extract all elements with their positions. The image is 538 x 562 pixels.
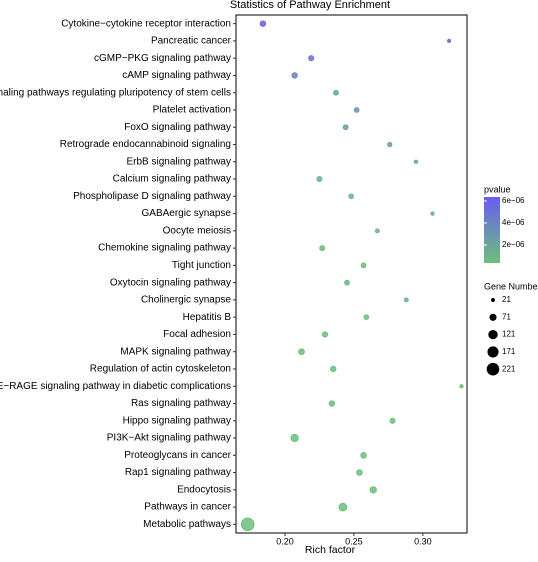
y-tick-label: Pathways in cancer [144,502,231,513]
point [259,20,267,27]
y-tick-label: Proteoglycans in cancer [124,450,231,461]
size-legend-label: 121 [502,330,516,339]
size-legend-point [487,346,499,358]
x-tick-label: 0.20 [276,536,294,546]
y-tick-label: PI3K−Akt signaling pathway [107,433,231,444]
size-legend-point [486,362,500,376]
point [360,262,367,269]
y-tick-label: ErbB signaling pathway [126,156,231,167]
y-tick-label: Oxytocin signaling pathway [110,277,231,288]
point [344,279,350,286]
y-tick-label: Ras signaling pathway [131,398,231,409]
y-tick-label: Cholinergic synapse [141,295,231,306]
y-tick-label: AGE−RAGE signaling pathway in diabetic c… [0,381,231,392]
point [342,124,349,131]
point [338,502,348,512]
chart-title: Statistics of Pathway Enrichment [230,0,390,11]
y-tick-label: Chemokine signaling pathway [98,243,231,254]
y-tick-label: Oocyte meiosis [163,225,231,236]
point [348,193,354,200]
point [363,314,370,320]
y-tick-label: cAMP signaling pathway [122,70,231,81]
y-tick-label: MAPK signaling pathway [120,346,231,357]
size-legend-point [488,329,498,340]
point [374,228,380,234]
size-legend-point [491,298,495,302]
y-tick-label: Retrograde endocannabinoid signaling [60,139,231,150]
point [447,38,452,43]
y-tick-label: Hippo signaling pathway [123,415,231,426]
y-tick-label: Calcium signaling pathway [113,174,231,185]
color-tick-label: 4e−06 [502,218,525,227]
size-legend-label: 21 [502,295,511,304]
point [290,433,299,443]
point [316,176,323,183]
point [430,211,435,216]
y-tick-label: FoxO signaling pathway [124,122,231,133]
y-tick-label: Focal adhesion [163,329,231,340]
point [328,400,336,407]
y-tick-label: Regulation of actin cytoskeleton [90,364,231,375]
point [387,141,393,148]
y-tick-label: Tight junction [172,260,231,271]
plot-frame [235,14,468,534]
color-bar [484,197,500,263]
y-tick-label: Hepatitis B [183,312,232,323]
point [291,72,298,79]
size-legend-label: 221 [502,364,516,373]
y-tick-label: cGMP−PKG signaling pathway [94,53,231,64]
size-legend-title: Gene Numbe [484,281,538,291]
point [319,245,326,252]
point [330,365,337,373]
y-tick-label: Phospholipase D signaling pathway [73,191,231,202]
point [403,297,409,303]
point [369,486,377,494]
point [459,384,464,389]
point [298,348,305,356]
size-legend-label: 171 [502,347,516,356]
color-tick-label: 6e−06 [502,196,525,205]
point [413,159,419,164]
y-tick-label: Pancreatic cancer [151,36,232,47]
y-tick-label: Cytokine−cytokine receptor interaction [61,18,231,29]
point [360,452,367,459]
y-tick-label: Metabolic pathways [143,519,231,530]
x-axis-label: Rich factor [305,544,356,556]
size-legend-label: 71 [502,312,511,321]
point [353,107,360,113]
color-tick-label: 2e−06 [502,240,525,249]
point [356,469,363,476]
point [308,55,315,62]
point [321,331,329,338]
x-tick-label: 0.30 [414,536,432,546]
point [240,517,255,532]
y-tick-label: Endocytosis [177,484,231,495]
y-tick-label: Signaling pathways regulating pluripoten… [0,87,231,98]
color-legend-title: pvalue [484,184,511,194]
x-tick-label: 0.25 [345,536,363,546]
point [333,89,339,96]
y-tick-label: Rap1 signaling pathway [125,467,231,478]
y-tick-label: Platelet activation [153,105,231,116]
size-legend-point [489,313,497,321]
y-tick-label: GABAergic synapse [142,208,232,219]
point [389,417,396,424]
